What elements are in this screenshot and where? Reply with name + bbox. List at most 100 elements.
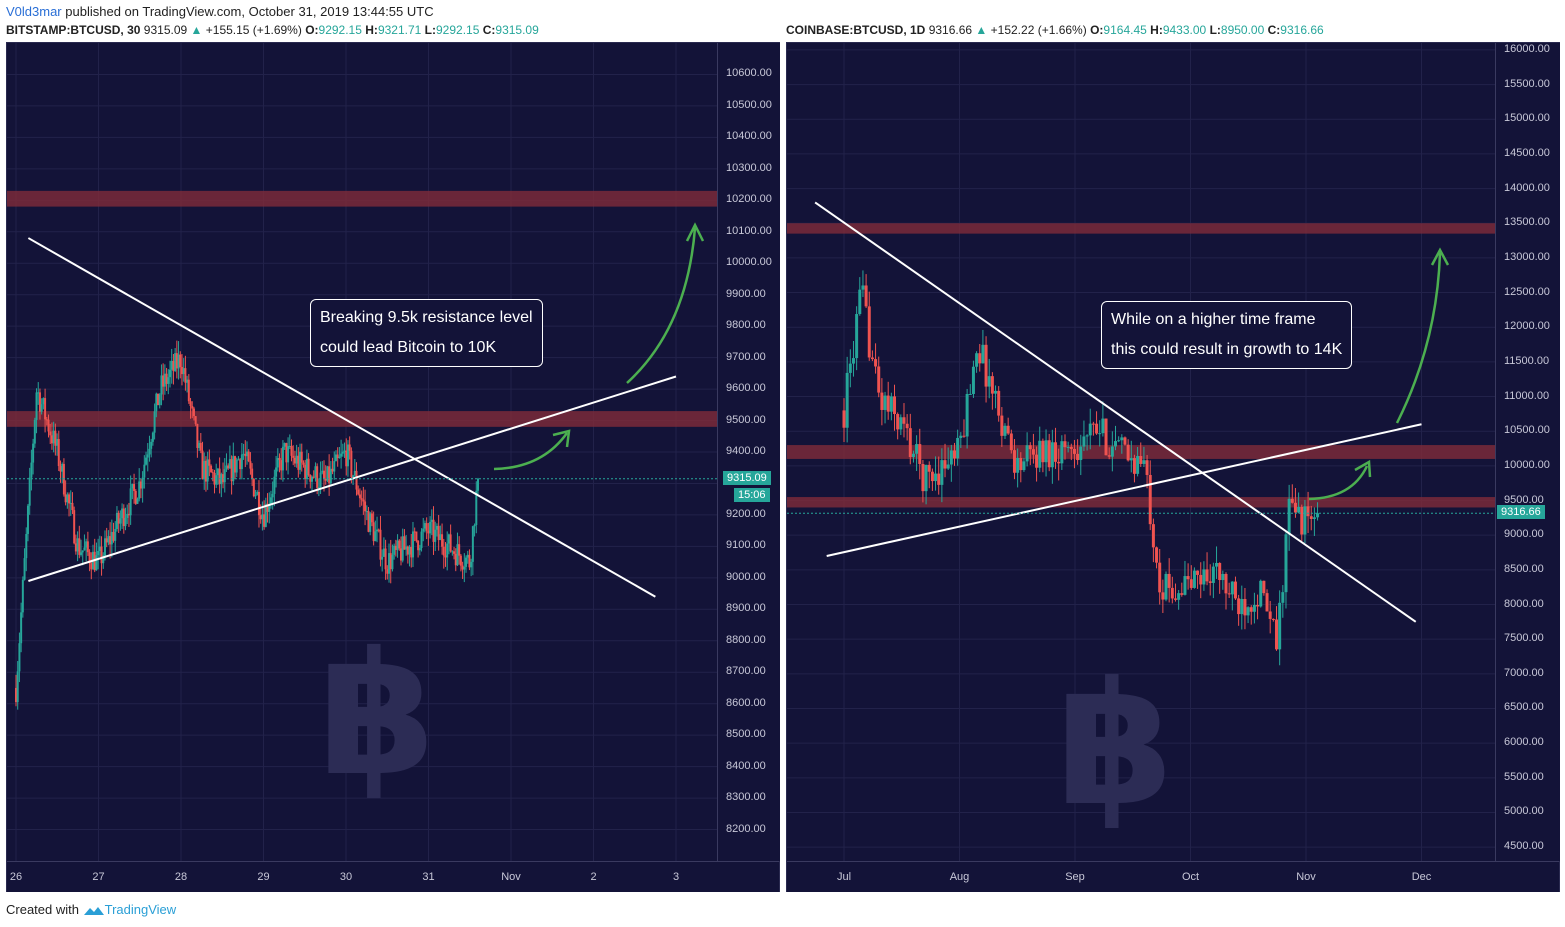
close-label: C: [1267,23,1281,37]
footer-brand[interactable]: TradingView [104,902,177,917]
candle-body [169,369,171,378]
candle-body [475,490,478,526]
candle-body [1170,587,1174,599]
candle-body [401,536,404,561]
candle-body [1218,562,1222,581]
candle-body [1161,592,1165,600]
candle-body [211,472,214,474]
candle-body [389,553,392,570]
candle-body [396,540,399,550]
author-link[interactable]: V0ld3mar [6,4,62,19]
left-chart-panel[interactable]: ฿ 8200.00 8300.00 8400.00 8500.00 8600.00 870… [6,42,780,892]
candle-body [295,455,298,464]
right-callout: While on a higher time frame this could … [1101,301,1353,369]
candle-body [266,503,269,512]
candle-body [292,455,295,458]
time-tick-label: 3 [672,871,680,883]
right-chart-panel[interactable]: ฿ 4500.00 5000.00 5500.00 6000.00 6500.00 700… [786,42,1560,892]
candle-body [1129,458,1133,461]
candle-body [259,515,262,520]
candle-body [1091,423,1095,425]
candle-body [1177,593,1181,600]
candle-body [418,548,421,551]
candle-body [975,353,979,367]
candle-body [281,446,284,471]
candle-body [268,504,271,512]
candle-body [1183,576,1187,595]
candle-body [191,405,194,409]
time-tick-label: Oct [1181,871,1200,883]
price-tick-label: 9800.00 [726,319,766,332]
left-time-axis[interactable]: 26 27 28 29 30 31 Nov 2 3 [7,861,779,892]
price-tick-label: 8500.00 [726,728,766,741]
candle-body [1205,569,1209,582]
left-price-axis[interactable]: 8200.00 8300.00 8400.00 8500.00 8600.00 8700.… [717,43,780,861]
candle-body [131,484,134,489]
candle-body [20,612,23,644]
candle-body [103,538,106,556]
candle-body [1221,574,1225,581]
candle-body [50,435,53,444]
right-plot-area[interactable]: ฿ [787,43,1495,861]
time-tick-label: 29 [257,871,270,883]
candle-body [952,450,956,459]
trendline [814,201,1417,623]
resistance-zone [787,497,1495,508]
candle-body [148,448,151,455]
candle-body [85,541,88,548]
candle-body [114,528,117,541]
candle-body [323,470,325,479]
candle-body [1208,581,1212,583]
candle-body [122,508,125,527]
candle-body [899,417,903,430]
candle-body [364,501,367,512]
candle-body [393,545,396,555]
candle-body [413,531,416,533]
candle-body [73,510,76,544]
right-open: 9164.45 [1103,23,1147,37]
candle-body [256,491,259,495]
arrow-head-icon [1354,459,1372,478]
left-plot-area[interactable]: ฿ [7,43,717,861]
candle-body [112,531,115,541]
candle-body [110,531,113,545]
candle-body [76,538,79,552]
candle-body [228,459,231,469]
candle-body [959,435,963,438]
candle-body [896,414,900,430]
candle-body [355,470,358,490]
candle-body [851,358,855,364]
candle-body [285,443,288,463]
candle-body [1095,423,1099,434]
candle-body [997,390,1001,416]
candle-body [293,457,296,464]
left-symbol[interactable]: BITSTAMP:BTCUSD, 30 [6,23,141,37]
candle-body [867,306,871,358]
candle-body [71,502,74,511]
left-symbol-line: BITSTAMP:BTCUSD, 30 9315.09 ▲ +155.15 (+… [6,23,539,37]
candle-body [940,460,944,485]
candle-body [930,471,934,482]
candle-body [946,464,950,469]
candle-body [1145,460,1149,475]
price-tick-label: 8900.00 [726,602,766,615]
candle-body [57,438,60,467]
candle-body [1224,574,1228,594]
candle-body [158,394,161,406]
price-tick-label: 14000.00 [1504,181,1550,194]
publish-header: V0ld3mar published on TradingView.com, O… [6,4,434,19]
right-time-axis[interactable]: Jul Aug Sep Oct Nov Dec [787,861,1559,892]
close-label: C: [482,23,496,37]
candle-body [1066,446,1070,448]
right-symbol[interactable]: COINBASE:BTCUSD, 1D [786,23,926,37]
price-tick-label: 10300.00 [726,161,772,174]
right-price-axis[interactable]: 4500.00 5000.00 5500.00 6000.00 6500.00 7000.… [1495,43,1560,861]
candle-body [1104,418,1108,456]
time-tick-label: Dec [1411,871,1432,883]
candle-body [30,462,33,478]
candle-body [924,464,928,492]
candle-body [237,459,240,461]
candle-body [49,431,52,436]
candle-body [78,538,81,555]
candle-body [100,546,103,564]
